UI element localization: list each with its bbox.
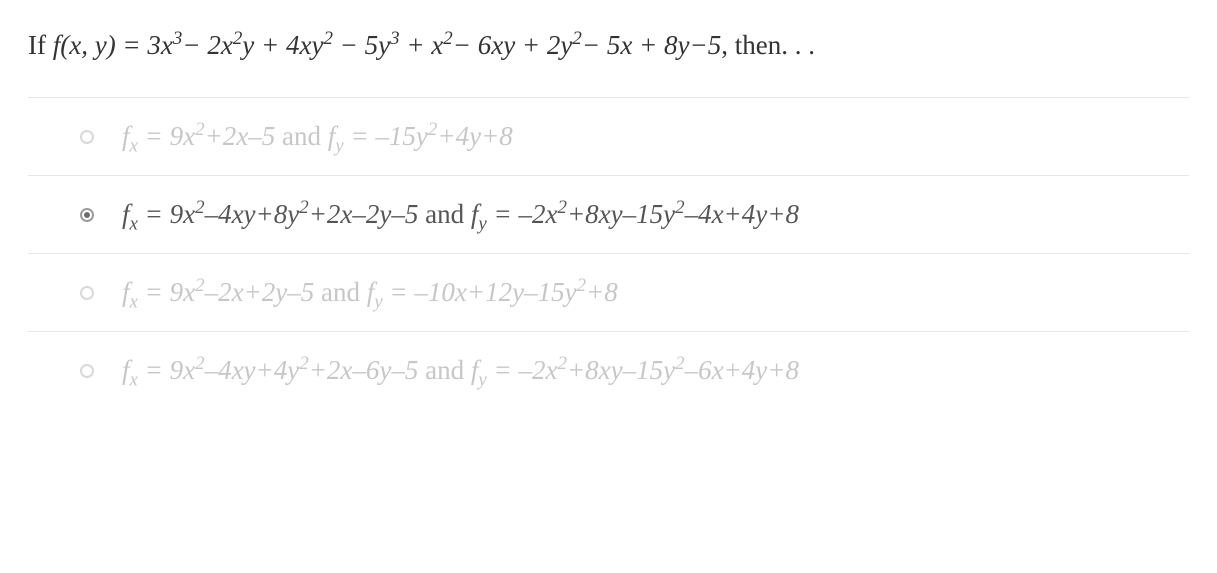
question-suffix: , then. . . [721, 30, 815, 60]
radio-unselected-icon[interactable] [80, 130, 94, 144]
option-row[interactable]: fx = 9x2–4xy+8y2+2x–2y–5 and fy = –2x2+8… [28, 176, 1189, 254]
option-text: fx = 9x2–2x+2y–5 and fy = –10x+12y–15y2+… [122, 277, 1189, 308]
option-text: fx = 9x2+2x–5 and fy = –15y2+4y+8 [122, 121, 1189, 152]
question-prefix: If [28, 30, 53, 60]
options-list: fx = 9x2+2x–5 and fy = –15y2+4y+8 fx = 9… [28, 97, 1189, 409]
radio-selected-icon[interactable] [80, 208, 94, 222]
question-rhs: 3x3− 2x2y + 4xy2 − 5y3 + x2− 6xy + 2y2− … [147, 30, 721, 60]
option-text: fx = 9x2–4xy+4y2+2x–6y–5 and fy = –2x2+8… [122, 355, 1189, 386]
option-row[interactable]: fx = 9x2–2x+2y–5 and fy = –10x+12y–15y2+… [28, 254, 1189, 332]
option-text: fx = 9x2–4xy+8y2+2x–2y–5 and fy = –2x2+8… [122, 199, 1189, 230]
page-root: If f(x, y) = 3x3− 2x2y + 4xy2 − 5y3 + x2… [0, 0, 1217, 409]
radio-unselected-icon[interactable] [80, 286, 94, 300]
question-lhs: f(x, y) = [53, 30, 148, 60]
option-row[interactable]: fx = 9x2–4xy+4y2+2x–6y–5 and fy = –2x2+8… [28, 332, 1189, 409]
radio-unselected-icon[interactable] [80, 364, 94, 378]
option-row[interactable]: fx = 9x2+2x–5 and fy = –15y2+4y+8 [28, 98, 1189, 176]
question-text: If f(x, y) = 3x3− 2x2y + 4xy2 − 5y3 + x2… [28, 28, 1189, 63]
